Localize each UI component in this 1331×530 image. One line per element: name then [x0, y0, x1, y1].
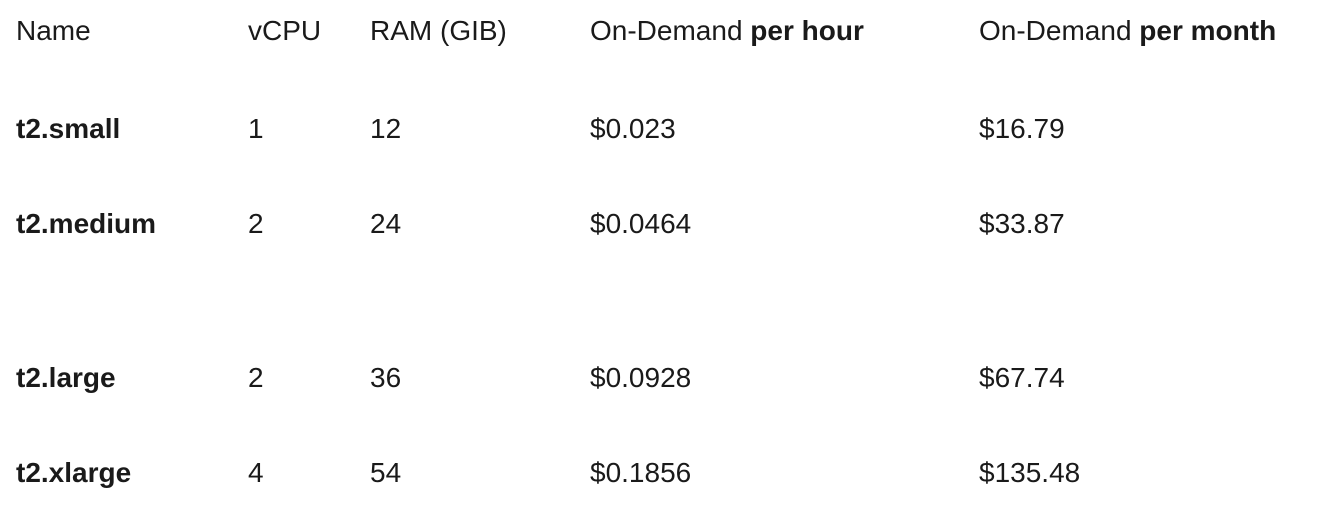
- table-row-name: t2.large: [16, 362, 116, 393]
- table-row-per-hour: $0.1856: [590, 457, 692, 488]
- table-row-ram: 24: [370, 208, 402, 239]
- table-row-name: t2.small: [16, 113, 121, 144]
- header-ram: RAM (GIB): [370, 15, 507, 46]
- table-row-vcpu: 4: [248, 457, 264, 488]
- table-row-per-month: $33.87: [979, 208, 1065, 239]
- table-row-per-hour: $0.0464: [590, 208, 692, 239]
- table-row-vcpu: 2: [248, 362, 264, 393]
- header-per-hour-bold: per hour: [750, 15, 864, 46]
- table-row-per-hour: $0.0928: [590, 362, 692, 393]
- header-per-hour-prefix: On-Demand: [590, 15, 751, 46]
- table-row-ram: 12: [370, 113, 402, 144]
- header-per-month-bold: per month: [1139, 15, 1277, 46]
- table-row-per-month: $16.79: [979, 113, 1065, 144]
- header-vcpu: vCPU: [248, 15, 322, 46]
- table-row-per-month: $135.48: [979, 457, 1081, 488]
- table-row-ram: 54: [370, 457, 402, 488]
- table-row-vcpu: 1: [248, 113, 264, 144]
- table-row-per-month: $67.74: [979, 362, 1065, 393]
- table-row-ram: 36: [370, 362, 402, 393]
- header-per-hour: On-Demand per hour: [590, 14, 864, 48]
- table-row-per-hour: $0.023: [590, 113, 676, 144]
- header-per-month-prefix: On-Demand: [979, 15, 1140, 46]
- header-name: Name: [16, 15, 91, 46]
- table-row-name: t2.xlarge: [16, 457, 132, 488]
- table-row-name: t2.medium: [16, 208, 157, 239]
- table-row-vcpu: 2: [248, 208, 264, 239]
- header-per-month: On-Demand per month: [979, 14, 1276, 48]
